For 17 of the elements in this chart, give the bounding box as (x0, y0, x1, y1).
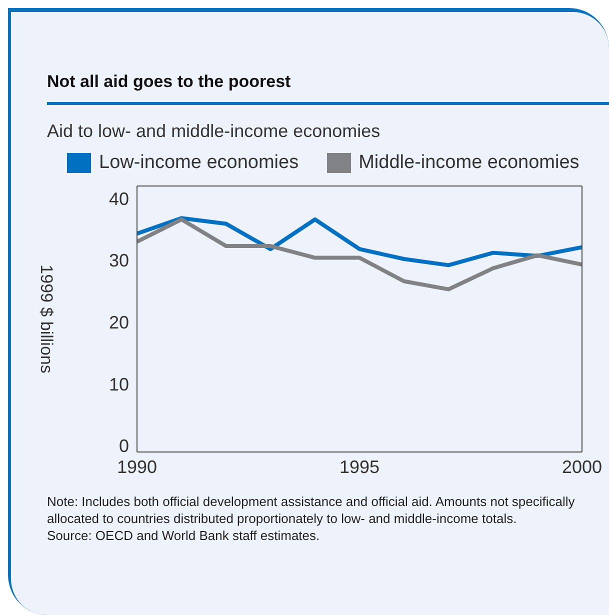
x-tick-label: 1990 (116, 456, 158, 477)
legend-label: Middle-income economies (358, 152, 580, 174)
y-axis-title: 1999 $ billions (36, 264, 56, 374)
y-tick-label: 40 (108, 188, 129, 209)
line-series (137, 216, 582, 268)
x-tick-label: 1995 (339, 456, 380, 477)
source-note: Source: OECD and World Bank staff estimates. (47, 527, 321, 544)
y-tick-label: 10 (108, 374, 129, 394)
line-series (137, 217, 582, 292)
chart-subtitle: Aid to low- and middle-income economies (47, 121, 382, 142)
y-tick-label: 30 (108, 250, 129, 271)
y-tick-label: 20 (108, 312, 129, 332)
x-tick-label: 2000 (562, 456, 602, 477)
chart-title: Not all aid goes to the poorest (47, 72, 609, 105)
legend-label: Low-income economies (99, 152, 299, 174)
y-tick-label: 0 (118, 436, 129, 456)
text: Note: Includes both official development assistance and official aid. Amounts not specifically allocated to countries distributed proportionately to low- and middle-income totals. (47, 493, 576, 527)
